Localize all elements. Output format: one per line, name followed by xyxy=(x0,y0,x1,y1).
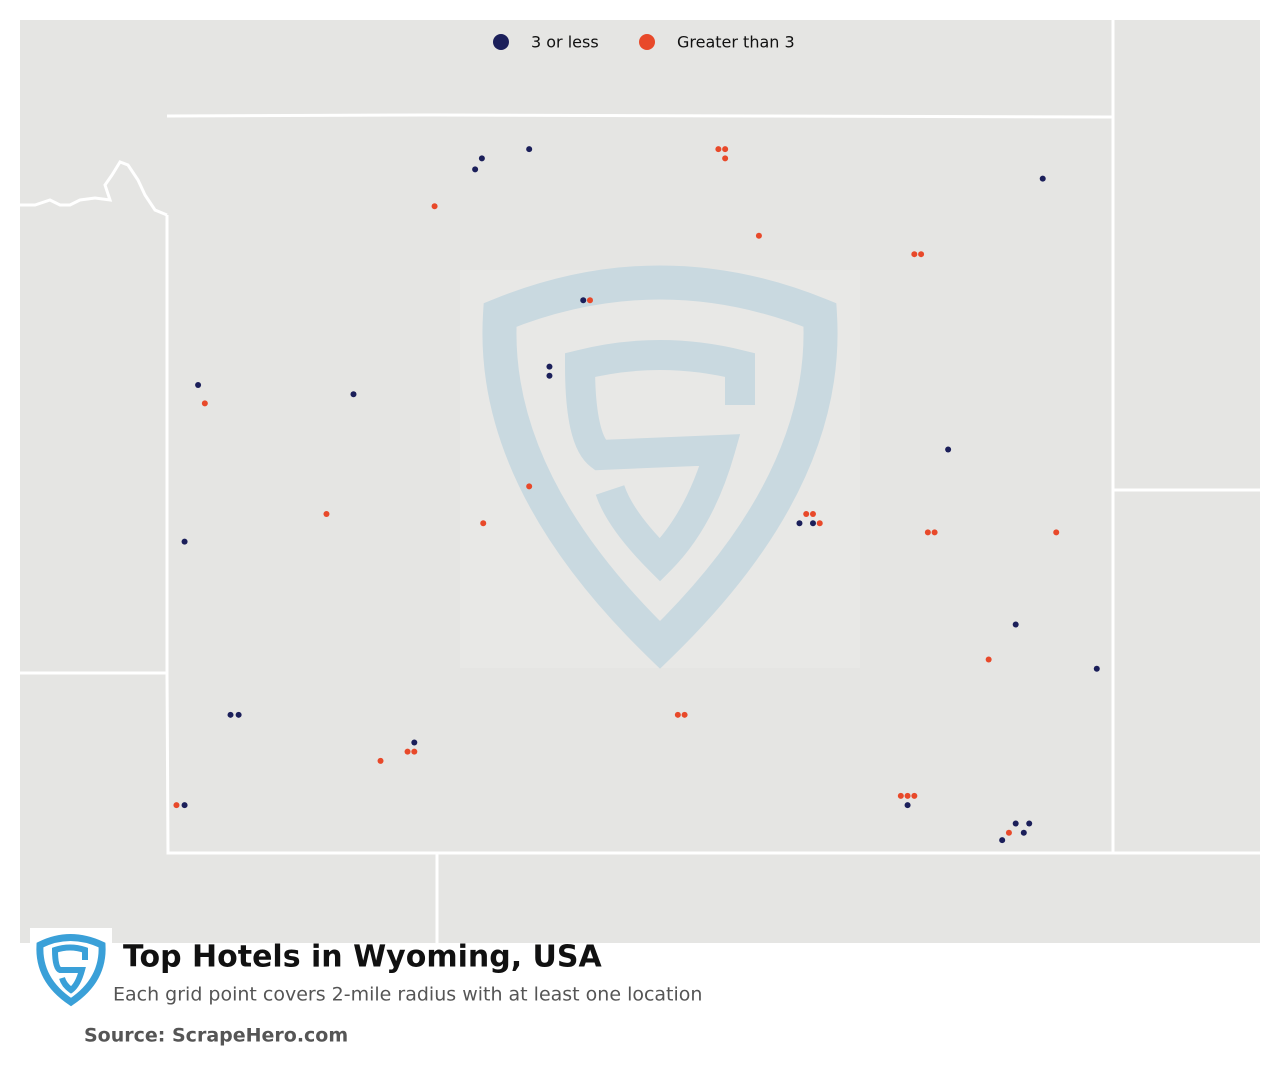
point xyxy=(431,203,438,210)
point xyxy=(350,391,357,398)
point xyxy=(999,837,1006,844)
legend: 3 or less Greater than 3 xyxy=(493,33,795,52)
point xyxy=(904,802,911,809)
point xyxy=(526,483,533,490)
point xyxy=(1053,529,1060,536)
logo-shield xyxy=(36,934,106,1007)
point xyxy=(1039,175,1046,182)
point xyxy=(722,146,729,153)
legend-marker xyxy=(493,34,509,50)
point xyxy=(911,251,918,258)
point xyxy=(715,146,722,153)
point xyxy=(897,792,904,799)
point xyxy=(472,166,479,173)
point xyxy=(674,711,681,718)
idaho-border xyxy=(20,160,168,217)
point xyxy=(411,748,418,755)
source: Source: ScrapeHero.com xyxy=(84,1025,348,1047)
point xyxy=(918,251,925,258)
point xyxy=(201,400,208,407)
point xyxy=(546,363,553,370)
point xyxy=(546,372,553,379)
point xyxy=(1012,621,1019,628)
points xyxy=(173,146,1100,844)
title: Top Hotels in Wyoming, USA xyxy=(123,940,603,975)
borders xyxy=(20,20,1260,943)
point xyxy=(904,792,911,799)
point xyxy=(722,155,729,162)
point xyxy=(816,520,823,527)
point xyxy=(796,520,803,527)
point xyxy=(1093,665,1100,672)
point xyxy=(227,711,234,718)
point xyxy=(173,802,180,809)
legend-marker xyxy=(639,34,655,50)
legend-label: Greater than 3 xyxy=(677,33,795,52)
point xyxy=(195,382,202,389)
point xyxy=(586,297,593,304)
point xyxy=(945,446,952,453)
point xyxy=(1012,820,1019,827)
point xyxy=(1020,829,1027,836)
watermark-s xyxy=(564,340,755,582)
point xyxy=(181,802,188,809)
point xyxy=(323,510,330,517)
point xyxy=(411,739,418,746)
watermark xyxy=(460,265,860,669)
point xyxy=(1026,820,1033,827)
logo xyxy=(30,928,112,1010)
logo-s xyxy=(51,944,88,994)
legend-label: 3 or less xyxy=(531,33,599,52)
point xyxy=(681,711,688,718)
subtitle: Each grid point covers 2-mile radius wit… xyxy=(113,984,702,1006)
point xyxy=(931,529,938,536)
point xyxy=(911,792,918,799)
point xyxy=(480,520,487,527)
point xyxy=(404,748,411,755)
point xyxy=(235,711,242,718)
point xyxy=(803,510,810,517)
watermark-shield xyxy=(482,265,838,669)
point xyxy=(809,510,816,517)
point xyxy=(526,146,533,153)
point xyxy=(985,656,992,663)
point xyxy=(755,232,762,239)
point xyxy=(377,757,384,764)
point xyxy=(181,538,188,545)
point xyxy=(809,520,816,527)
point xyxy=(924,529,931,536)
point xyxy=(1005,829,1012,836)
point xyxy=(478,155,485,162)
point xyxy=(580,297,587,304)
